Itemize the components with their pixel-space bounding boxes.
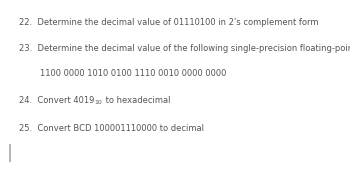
Text: 22.  Determine the decimal value of 01110100 in 2’s complement form: 22. Determine the decimal value of 01110…: [19, 18, 319, 27]
Text: 23.  Determine the decimal value of the following single-precision floating-poin: 23. Determine the decimal value of the f…: [19, 44, 350, 53]
Text: 10: 10: [94, 100, 102, 105]
Text: 1100 0000 1010 0100 1110 0010 0000 0000: 1100 0000 1010 0100 1110 0010 0000 0000: [40, 69, 227, 78]
Text: 25.  Convert BCD 100001110000 to decimal: 25. Convert BCD 100001110000 to decimal: [19, 124, 204, 133]
Text: 24.  Convert 4019: 24. Convert 4019: [19, 96, 95, 105]
Text: to hexadecimal: to hexadecimal: [103, 96, 170, 105]
